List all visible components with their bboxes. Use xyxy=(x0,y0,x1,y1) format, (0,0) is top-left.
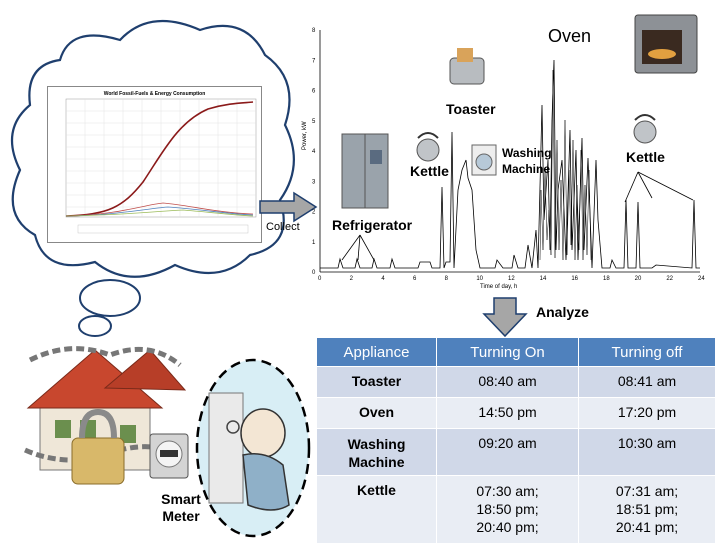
refrigerator-label: Refrigerator xyxy=(332,217,413,233)
noise-band xyxy=(539,69,592,261)
cell-off: 10:30 am xyxy=(578,428,716,476)
inset-chart-title: World Fossil-Fuels & Energy Consumption xyxy=(103,91,206,97)
cell-text: 14:50 pm xyxy=(478,404,537,420)
x-tick-label: 18 xyxy=(603,276,610,282)
y-tick-label: 7 xyxy=(312,58,316,64)
kettle-left-label: Kettle xyxy=(410,163,449,179)
cell-text: 18:50 pm; xyxy=(476,501,539,517)
x-tick-label: 24 xyxy=(698,276,705,282)
smart-meter-label-line1: Smart xyxy=(161,491,201,507)
y-axis-label: Power, kW xyxy=(302,121,308,150)
cell-text: Washing xyxy=(347,436,406,452)
toaster-label: Toaster xyxy=(446,101,496,117)
y-tick-label: 0 xyxy=(312,270,316,276)
cell-text: 18:51 pm; xyxy=(615,501,679,517)
y-tick-labels: 0 1 2 3 4 5 6 7 8 xyxy=(312,28,316,276)
y-tick-label: 8 xyxy=(312,28,316,34)
x-tick-labels: 0 2 4 6 8 10 12 14 16 18 20 22 24 xyxy=(318,276,705,282)
refrigerator-icon xyxy=(341,133,389,209)
oven-label: Oven xyxy=(548,26,591,46)
cell-appliance: Oven xyxy=(316,397,437,429)
cell-off: 17:20 pm xyxy=(578,397,716,429)
analyze-label: Analyze xyxy=(536,304,589,320)
cell-text: 10:30 am xyxy=(617,435,677,451)
toaster-icon xyxy=(449,48,485,85)
cell-text: 07:30 am; xyxy=(476,483,539,499)
cell-appliance: Washing Machine xyxy=(316,428,437,476)
table-row: Kettle 07:30 am; 18:50 pm; 20:40 pm; 07:… xyxy=(316,475,716,544)
y-tick-label: 6 xyxy=(312,89,316,95)
x-tick-label: 2 xyxy=(350,276,354,282)
appliance-schedule-table: Appliance Turning On Turning off Toaster… xyxy=(316,337,716,544)
cell-on: 08:40 am xyxy=(436,366,579,398)
y-tick-label: 2 xyxy=(312,210,316,216)
inset-energy-chart: World Fossil-Fuels & Energy Consumption xyxy=(47,86,262,243)
oven-icon xyxy=(634,14,698,74)
locked-house-illustration xyxy=(23,346,187,485)
cell-text: 20:40 pm; xyxy=(476,519,539,535)
x-tick-label: 22 xyxy=(666,276,673,282)
eavesdropper-circle xyxy=(195,358,311,538)
cell-on: 09:20 am xyxy=(436,428,579,476)
x-tick-label: 20 xyxy=(635,276,642,282)
x-tick-label: 6 xyxy=(413,276,417,282)
cell-text: Toaster xyxy=(351,373,402,389)
cell-appliance: Toaster xyxy=(316,366,437,398)
cell-on: 07:30 am; 18:50 pm; 20:40 pm; xyxy=(436,475,579,544)
cell-text: 07:31 am; xyxy=(615,483,679,499)
kettle-right-label: Kettle xyxy=(626,149,665,165)
cell-text: Oven xyxy=(358,404,394,420)
x-tick-label: 12 xyxy=(508,276,515,282)
cell-text: 08:41 am xyxy=(617,373,677,389)
x-tick-label: 0 xyxy=(318,276,322,282)
cell-text: 20:41 pm; xyxy=(615,519,679,535)
cell-text: 17:20 pm xyxy=(617,404,677,420)
y-tick-label: 5 xyxy=(312,119,316,125)
x-axis-label: Time of day, h xyxy=(480,284,517,290)
washing-machine-icon xyxy=(471,144,497,176)
cell-text: Machine xyxy=(348,454,405,470)
cell-text: Kettle xyxy=(357,482,396,498)
table-row: Toaster 08:40 am 08:41 am xyxy=(316,366,716,398)
washing-machine-label-line2: Machine xyxy=(502,162,550,176)
y-tick-label: 4 xyxy=(312,149,316,155)
y-tick-label: 1 xyxy=(312,240,316,246)
collect-label: Collect xyxy=(266,221,300,233)
collect-arrow xyxy=(259,191,318,223)
header-turning-on: Turning On xyxy=(436,337,579,367)
cell-text: 09:20 am xyxy=(478,435,537,451)
kettle-right-icon xyxy=(633,114,657,144)
cell-off: 08:41 am xyxy=(578,366,716,398)
x-tick-label: 4 xyxy=(381,276,385,282)
header-turning-off: Turning off xyxy=(578,337,716,367)
cell-text: 08:40 am xyxy=(478,373,537,389)
kettle-left-icon xyxy=(416,132,440,162)
smart-meter-label-line2: Meter xyxy=(162,508,200,524)
cell-on: 14:50 pm xyxy=(436,397,579,429)
inset-chart-plot xyxy=(65,98,257,234)
x-tick-label: 10 xyxy=(476,276,483,282)
washing-machine-label-line1: Washing xyxy=(502,146,552,160)
x-tick-label: 14 xyxy=(540,276,547,282)
smart-meter-icon xyxy=(149,433,189,479)
analyze-arrow xyxy=(482,297,528,338)
header-appliance: Appliance xyxy=(316,337,437,367)
x-tick-label: 16 xyxy=(571,276,578,282)
cell-appliance: Kettle xyxy=(316,475,437,544)
table-row: Oven 14:50 pm 17:20 pm xyxy=(316,397,716,429)
x-tick-label: 8 xyxy=(445,276,449,282)
cell-off: 07:31 am; 18:51 pm; 20:41 pm; xyxy=(578,475,716,544)
label-arrows xyxy=(341,171,694,261)
table-row: Washing Machine 09:20 am 10:30 am xyxy=(316,428,716,476)
power-trace xyxy=(320,59,700,269)
y-tick-label: 3 xyxy=(312,179,316,185)
